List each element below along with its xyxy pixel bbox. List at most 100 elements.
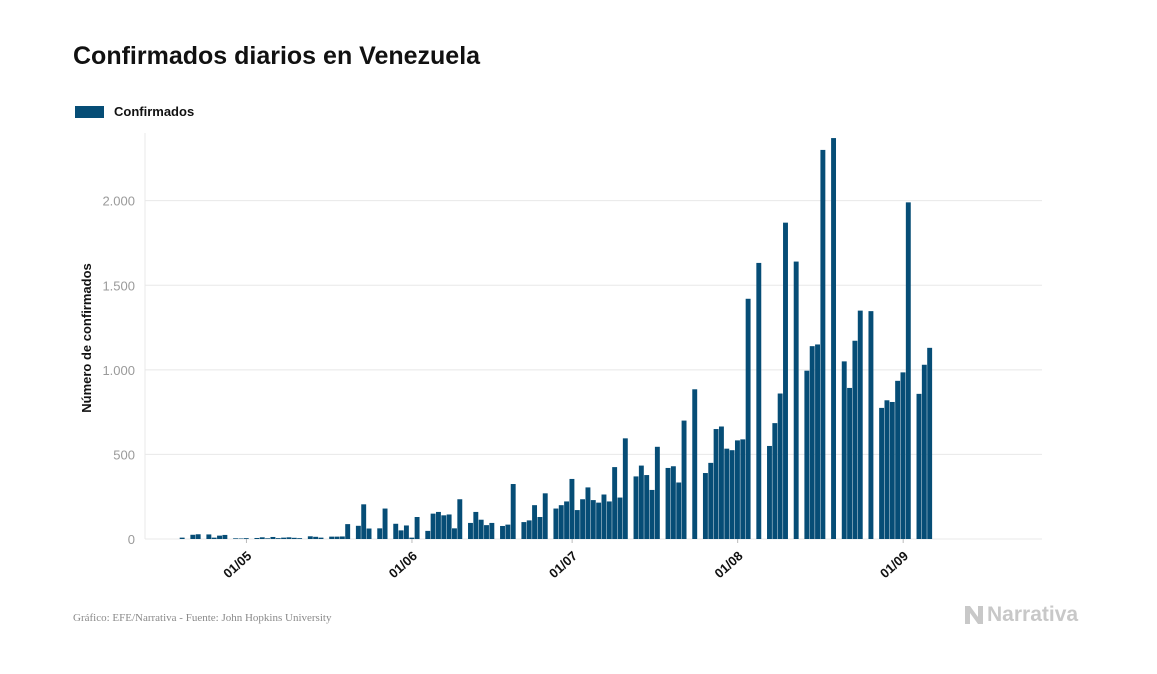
bar [601,494,607,539]
bar [574,510,580,539]
bar [366,528,372,539]
bar [526,520,532,539]
x-tick-label: 01/07 [546,548,580,581]
bar [478,519,484,539]
bar [377,528,383,539]
bar [468,522,473,539]
logo-text: Narrativa [987,603,1079,626]
bar [681,420,687,539]
bars-layer [179,138,933,540]
bar [243,538,249,539]
bar [275,538,281,539]
y-tick-label: 1.500 [102,278,135,293]
bar [441,515,447,539]
bar [857,310,863,539]
bar [564,501,570,539]
legend-swatch [75,105,104,118]
bar [633,476,639,539]
legend-label: Confirmados [114,104,195,119]
bar [521,522,527,539]
bar [510,484,516,539]
bar [500,525,505,539]
bar [425,530,431,539]
bar [809,346,815,539]
narrativa-logo: Narrativa [963,603,1078,627]
bar [702,473,708,539]
bar [676,482,682,539]
bar [831,138,837,539]
bar [233,538,239,539]
bar [692,389,698,539]
bar [793,261,799,539]
bar [900,372,906,539]
bar [606,501,612,539]
bar [281,537,287,539]
bar [649,489,655,539]
x-tick-label: 01/08 [711,548,745,581]
bar [868,311,874,539]
bar [804,370,810,539]
y-axis-label: Número de confirmados [79,263,94,413]
bar [724,448,730,539]
bar [206,534,212,539]
bar [708,462,714,539]
bar [745,298,751,539]
bar [670,466,676,539]
bar [430,513,436,539]
bar [590,500,596,539]
bar [532,505,538,539]
bar [345,524,351,539]
bar [270,536,276,539]
x-tick-label: 01/06 [386,548,420,581]
y-tick-label: 2.000 [102,194,135,209]
bar [361,504,367,539]
bar [777,393,783,539]
bar [329,536,335,539]
bar [435,511,441,539]
bar [403,525,409,539]
chart-title: Confirmados diarios en Venezuela [73,42,481,70]
bar [489,522,495,539]
bar [446,514,452,539]
bar [542,493,548,539]
bar [638,465,644,539]
bar [895,380,901,539]
bar [409,537,415,539]
bar [644,475,650,539]
bar [815,344,820,539]
bar [718,426,724,539]
bar [921,364,927,539]
y-tick-label: 500 [113,447,135,462]
bar [654,446,660,539]
bar [916,393,922,539]
bar [238,538,244,539]
bar [841,361,847,539]
bar [254,537,260,539]
bar [473,511,479,539]
bar [484,525,489,539]
bar [569,478,575,539]
bar [505,524,511,539]
bar [580,499,586,539]
bar [612,467,618,539]
bar [313,536,319,539]
bar [211,537,217,539]
bar [585,487,591,539]
bar [729,450,735,539]
bar [740,439,746,539]
bar [222,534,228,539]
narrativa-n-logo-icon [965,606,983,624]
bar [879,407,885,539]
bar [334,536,340,539]
bar [190,534,196,539]
bar [756,262,762,539]
bar [286,537,292,539]
bar [622,438,628,539]
legend: Confirmados [75,104,194,119]
bar [734,440,740,539]
bar [665,467,671,539]
bar [847,387,853,539]
bar [820,149,826,539]
source-footer: Gráfico: EFE/Narrativa - Fuente: John Ho… [73,612,332,624]
bar [927,347,933,539]
